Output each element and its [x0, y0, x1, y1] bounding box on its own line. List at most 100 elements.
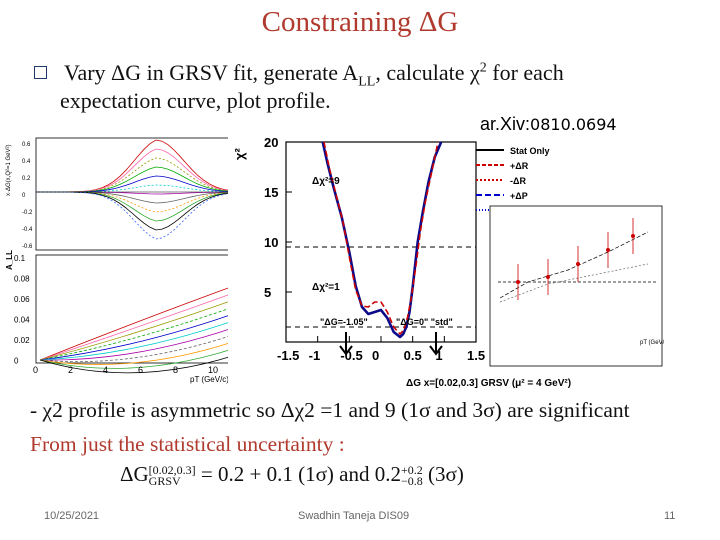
lower-curve: [39, 279, 251, 361]
upper-ylabel: x·ΔG(x,Q²=1 GeV²): [6, 144, 12, 196]
bullet-sup: 2: [479, 60, 487, 76]
chi2-series: [321, 141, 443, 339]
stat-statement: From just the statistical uncertainty :: [30, 432, 345, 456]
arrow-down-icon: [429, 332, 443, 356]
lower-ylabel: A_LL: [5, 250, 14, 270]
annot-dg-std: "ΔG=0" "std": [396, 317, 453, 327]
page-title: Constraining ΔG: [261, 6, 459, 38]
lower-curves: [39, 279, 251, 374]
formula-down: −0.8: [401, 474, 423, 489]
chi2-gridlines: [286, 246, 476, 328]
inset-point: [546, 275, 550, 279]
legend-label: +ΔP: [510, 191, 528, 201]
chi2-y-tick: 10: [264, 235, 278, 250]
lower-curve: [39, 300, 251, 361]
lower-x-tick: 10: [208, 365, 218, 375]
upper-curve: [36, 157, 253, 193]
bullet-text-b: , calculate χ: [375, 60, 480, 85]
chi2-x-tick: 1: [435, 348, 442, 363]
lower-tick-label: 0.02: [14, 336, 30, 345]
legend-label: -ΔR: [510, 176, 526, 186]
lower-curve: [39, 342, 251, 369]
bullet-text-line2: expectation curve, plot profile.: [60, 88, 331, 113]
arxiv-reference[interactable]: ar.Xiv:0810.0694: [480, 114, 617, 135]
formula-rhs: = 0.2 + 0.1 (1σ) and 0.2: [200, 462, 401, 486]
footer-date: 10/25/2021: [44, 510, 100, 522]
annot-dchi2-9: Δχ²=9: [312, 176, 340, 187]
formula-lhs: ΔG: [120, 462, 149, 486]
lower-curve: [39, 349, 251, 374]
upper-tick-label: -0.2: [22, 210, 33, 216]
formula-up: +0.2: [401, 463, 423, 478]
arxiv-prefix: ar.Xiv:: [480, 114, 531, 134]
upper-tick-label: -0.4: [22, 227, 33, 233]
lower-curve: [39, 328, 251, 363]
lower-x-tick: 4: [103, 365, 108, 375]
upper-curve: [36, 139, 253, 193]
inset-point: [631, 234, 635, 238]
arxiv-number: 0810.0694: [530, 115, 617, 134]
chi2-ylabel: χ²: [232, 148, 247, 160]
annot-dchi2-1: Δχ²=1: [312, 282, 340, 293]
upper-tick-labels: 0.6 0.4 0.2 0 -0.2 -0.4 -0.6: [22, 142, 33, 250]
lower-curve: [39, 293, 251, 361]
lower-curve: [39, 321, 251, 361]
bullet-text-line1: Vary ΔG in GRSV fit, generate ALL, calcu…: [64, 60, 564, 90]
formula-lhs-sub: GRSV: [148, 474, 181, 489]
bullet-text-a: Vary ΔG in GRSV fit, generate A: [64, 60, 359, 85]
upper-curves: [36, 139, 254, 240]
legend-label: +ΔR: [510, 161, 529, 171]
chi2-y-tick: 5: [264, 285, 271, 300]
lower-tick-label: 0: [14, 357, 19, 366]
chi2-x-tick: 0: [372, 348, 379, 363]
inset-point: [576, 262, 580, 266]
lower-x-tick: 8: [173, 365, 178, 375]
upper-tick-label: 0.2: [22, 176, 31, 182]
lower-tick-label: 0.08: [14, 275, 30, 284]
formula-lhs-sup: [0.02,0.3]: [148, 463, 196, 478]
bullet-text-c: for each: [486, 60, 564, 85]
lower-tick-label: 0.1: [14, 254, 26, 263]
inset-plot: pT (GeV/c): [489, 205, 664, 367]
inset-curve: [499, 231, 649, 299]
chi2-y-ticks: 20 15 10 5: [264, 135, 292, 300]
chi2-x-tick: 0.5: [404, 348, 422, 363]
lower-curve: [39, 335, 251, 365]
bullet-square-icon: [34, 66, 47, 79]
upper-curve: [36, 191, 253, 231]
lower-tick-label: 0.06: [14, 295, 30, 304]
legend-label: Stat Only: [510, 146, 550, 156]
upper-tick-label: 0.4: [22, 159, 31, 165]
result-formula: ΔG [0.02,0.3] GRSV = 0.2 + 0.1 (1σ) and 0.…: [120, 462, 464, 487]
chi2-series-line: [323, 141, 439, 335]
inset-point: [516, 280, 520, 284]
bullet-sub: LL: [358, 74, 376, 90]
chi2-x-tick: -1.5: [277, 348, 299, 363]
upper-curve: [36, 148, 253, 193]
chi2-y-tick: 15: [264, 185, 278, 200]
lower-xlabel: pT (GeV/c): [190, 375, 229, 384]
annot-dg-neg: "ΔG=-1.05": [320, 317, 368, 327]
chi2-x-tick: 1.5: [467, 348, 485, 363]
chi2-y-tick: 20: [264, 135, 278, 150]
lower-x-tick: 2: [68, 365, 73, 375]
upper-tick-label: 0.6: [22, 142, 31, 148]
footer-page: 11: [664, 510, 676, 522]
upper-tick-label: -0.6: [22, 244, 33, 250]
footer-author: Swadhin Taneja DIS09: [298, 510, 410, 522]
formula-end: (3σ): [422, 462, 464, 486]
arrow-down-icon: [339, 332, 353, 356]
profile-statement: - χ2 profile is asymmetric so Δχ2 =1 and…: [30, 398, 630, 422]
lower-tick-labels: 0.1 0.08 0.06 0.04 0.02 0: [14, 254, 30, 366]
lower-x-tick: 0: [33, 365, 38, 375]
upper-curve: [36, 191, 252, 222]
lower-curve: [39, 307, 251, 361]
chi2-x-tick: -1: [309, 348, 321, 363]
chi2-xlabel: ΔG x=[0.02,0.3] GRSV (μ² = 4 GeV²): [406, 378, 571, 389]
lower-tick-label: 0.04: [14, 316, 30, 325]
left-figure: x·ΔG(x,Q²=1 GeV²) 0.6 0.4 0.2 0 -0.2 -0.4 -0.6…: [5, 137, 255, 384]
lower-panel-frame: [35, 254, 255, 364]
inset-point: [606, 248, 610, 252]
lower-x-tick: 6: [138, 365, 143, 375]
